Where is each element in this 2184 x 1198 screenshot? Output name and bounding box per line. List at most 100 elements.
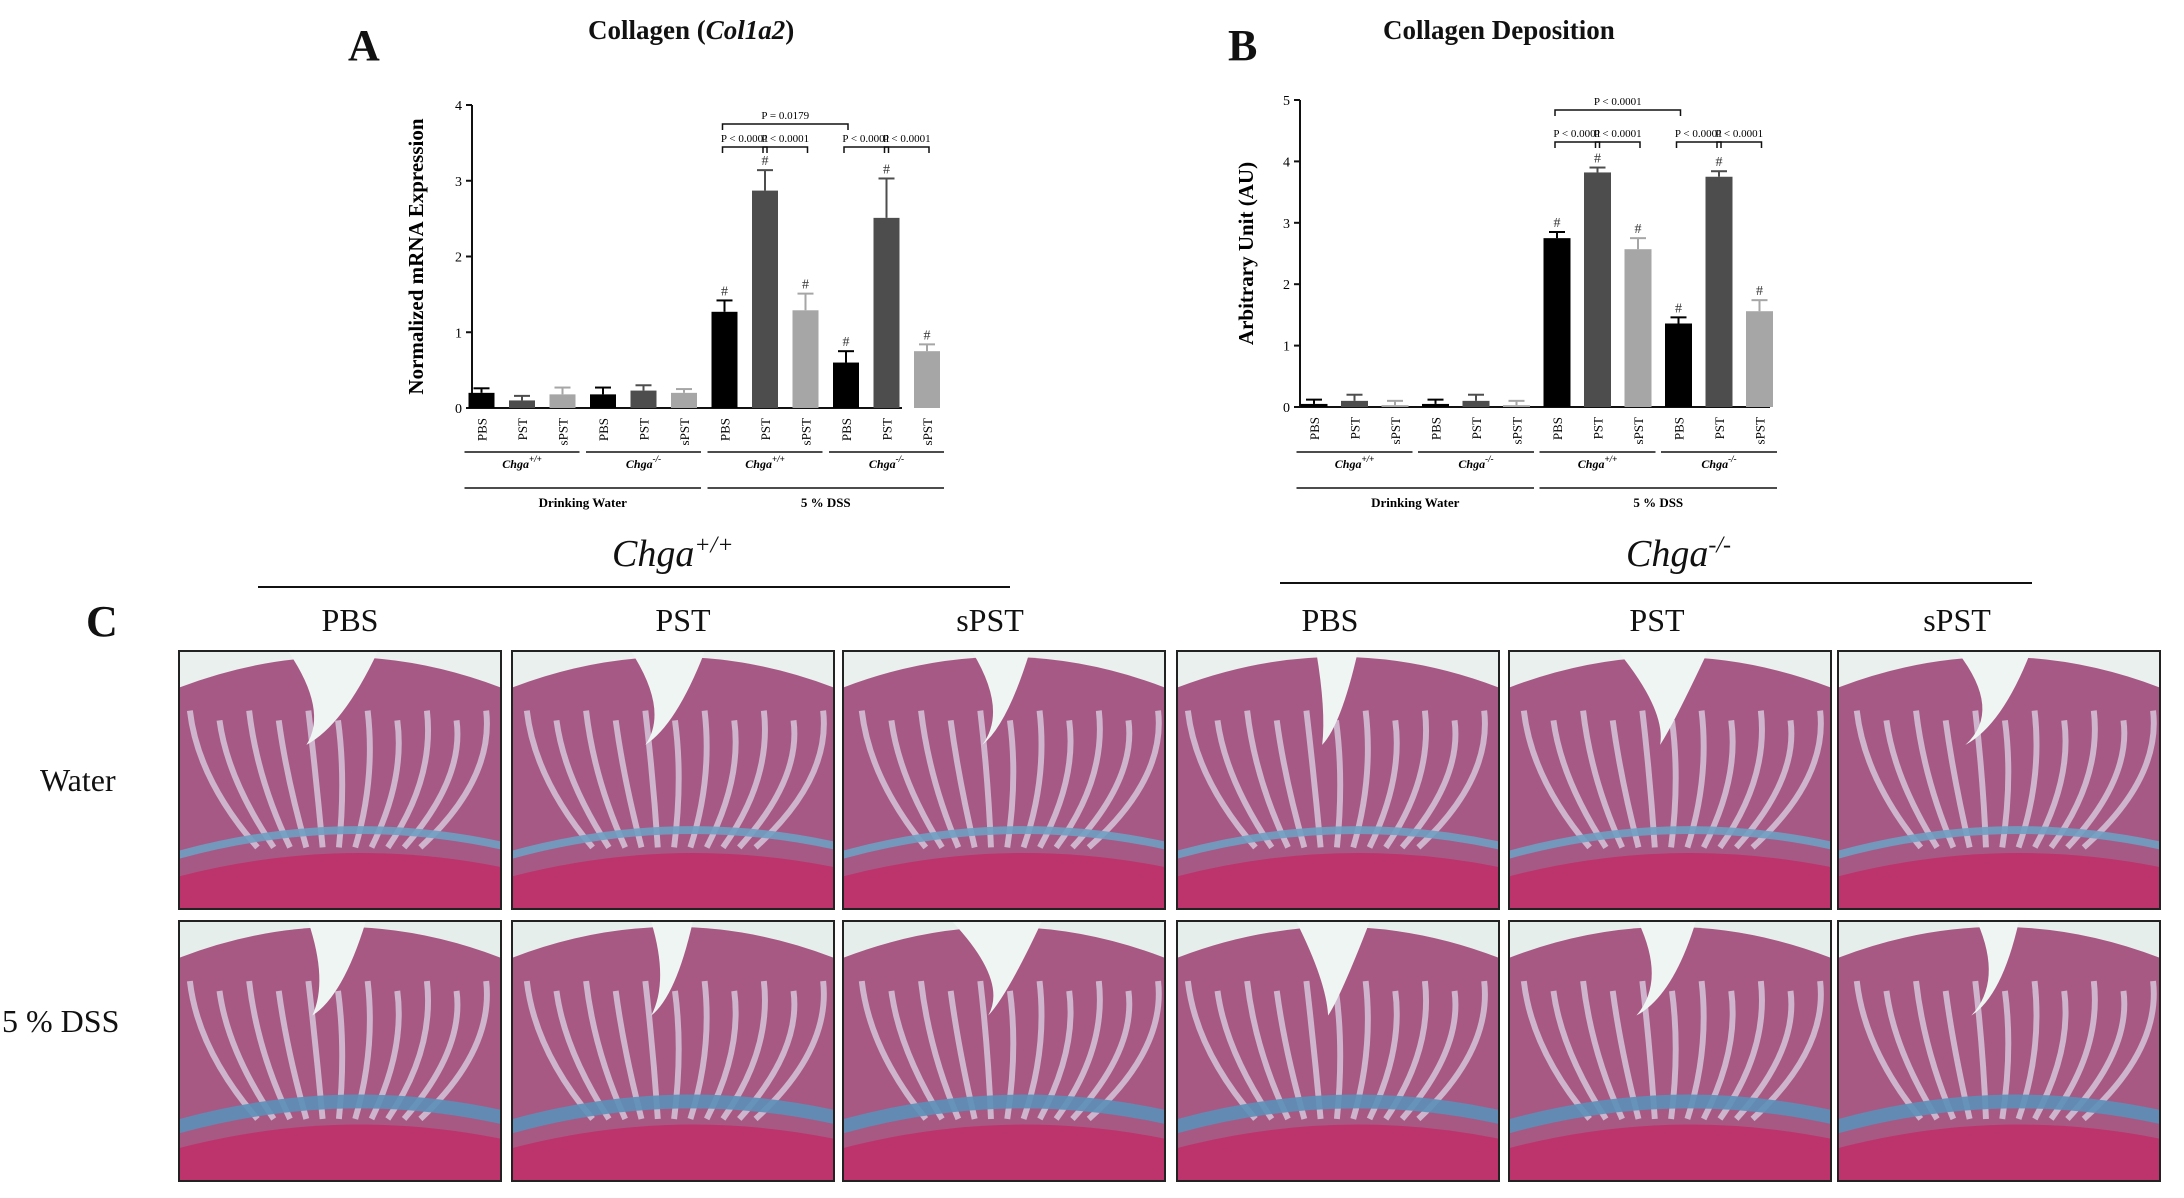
- micro-genotype-ko: Chga-/-: [1626, 532, 1732, 575]
- bar: [711, 311, 738, 408]
- bar: [1746, 311, 1773, 407]
- pvalue-label: P < 0.0001: [1594, 128, 1642, 140]
- bar: [1422, 403, 1449, 407]
- bar: [630, 390, 657, 408]
- x-category-label: sPST: [1631, 417, 1646, 445]
- pvalue-label: P < 0.0001: [761, 133, 809, 145]
- bar: [792, 310, 819, 408]
- significance-marker: #: [802, 278, 809, 293]
- x-category-label: PBS: [1429, 417, 1444, 440]
- genotype-group-label: Chga-/-: [626, 454, 661, 471]
- chart-b-title: Collagen Deposition: [1383, 15, 1615, 45]
- x-category-label: PBS: [1550, 417, 1565, 440]
- tissue-image: [1839, 652, 2159, 908]
- bar: [468, 392, 495, 408]
- bar: [1624, 249, 1652, 407]
- treatment-group-label: 5 % DSS: [1633, 495, 1683, 510]
- panel-c-letter: C: [86, 597, 118, 646]
- bar: [1300, 403, 1328, 407]
- chart-b: 0 1 2 3 4 5 Arbitrary Unit (AU) PBS PST sPST PBS PS…: [1234, 94, 1777, 510]
- treatment-group-label: Drinking Water: [539, 495, 627, 510]
- micrograph-water-wt-spst: [842, 650, 1166, 910]
- bar: [873, 217, 900, 408]
- bar: [1705, 176, 1733, 407]
- col-label-ko-pbs: PBS: [1301, 602, 1359, 638]
- pvalue-bracket: [1675, 141, 1722, 148]
- x-category-label: sPST: [1753, 417, 1768, 445]
- panel-b-letter: B: [1228, 21, 1258, 70]
- bar: [1341, 400, 1368, 407]
- x-category-label: PBS: [718, 418, 733, 441]
- x-category-label: PST: [1348, 417, 1363, 439]
- pvalue-label: P < 0.0001: [1553, 128, 1601, 140]
- pvalue-bracket: [1594, 141, 1641, 148]
- genotype-group-label: Chga+/+: [1578, 454, 1617, 471]
- pvalue-label: P < 0.0001: [1715, 128, 1763, 140]
- genotype-group-label: Chga-/-: [869, 454, 904, 471]
- pvalue-bracket: [721, 146, 768, 153]
- pvalue-label: P < 0.0001: [1594, 96, 1642, 108]
- bar: [752, 190, 778, 408]
- panel-a-letter: A: [348, 21, 380, 70]
- significance-marker: #: [1716, 155, 1723, 170]
- x-category-label: PST: [880, 418, 895, 440]
- bar: [914, 351, 940, 408]
- pvalue-bracket: [843, 146, 890, 153]
- tissue-image: [180, 652, 500, 908]
- x-category-label: sPST: [556, 418, 571, 446]
- micrograph-water-ko-pbs: [1176, 650, 1500, 910]
- significance-marker: #: [1675, 301, 1682, 316]
- row-label-water: Water: [40, 762, 116, 798]
- treatment-group-label: Drinking Water: [1371, 495, 1459, 510]
- pvalue-bracket: [883, 146, 930, 153]
- y-tick-label: 0: [1283, 401, 1290, 416]
- micrograph-dss-wt-spst: [842, 920, 1166, 1182]
- tissue-image: [180, 922, 500, 1180]
- pvalue-bracket: [721, 123, 849, 130]
- x-category-label: PBS: [839, 418, 854, 441]
- pvalue-bracket: [1716, 141, 1763, 148]
- y-tick-label: 1: [455, 326, 462, 341]
- tissue-image: [1839, 922, 2159, 1180]
- genotype-group-label: Chga+/+: [502, 454, 541, 471]
- x-category-label: sPST: [1388, 417, 1403, 445]
- y-tick-label: 5: [1283, 94, 1290, 109]
- pvalue-bracket: [762, 146, 809, 153]
- micrograph-dss-ko-pbs: [1176, 920, 1500, 1182]
- tissue-image: [1510, 652, 1830, 908]
- pvalue-bracket: [1554, 109, 1682, 116]
- treatment-group-label: 5 % DSS: [801, 495, 851, 510]
- x-category-label: PST: [758, 418, 773, 440]
- genotype-group-label: Chga+/+: [745, 454, 784, 471]
- genotype-wt-line: [258, 586, 1010, 588]
- x-category-label: PBS: [475, 418, 490, 441]
- tissue-image: [1510, 922, 1830, 1180]
- y-tick-label: 2: [455, 251, 462, 266]
- bar: [1543, 238, 1571, 407]
- significance-marker: #: [883, 162, 890, 177]
- bar: [590, 394, 616, 408]
- significance-marker: #: [721, 284, 728, 299]
- micrograph-water-ko-pst: [1508, 650, 1832, 910]
- micrograph-water-wt-pst: [511, 650, 835, 910]
- x-category-label: sPST: [677, 418, 692, 446]
- x-category-label: PST: [637, 418, 652, 440]
- x-category-label: sPST: [1510, 417, 1525, 445]
- y-tick-label: 3: [455, 175, 462, 190]
- col-label-ko-spst: sPST: [1923, 602, 1991, 638]
- bar: [1503, 405, 1530, 407]
- significance-marker: #: [924, 328, 931, 343]
- significance-marker: #: [762, 154, 769, 169]
- y-tick-label: 4: [455, 99, 462, 114]
- pvalue-label: P < 0.0001: [721, 133, 769, 145]
- tissue-image: [844, 652, 1164, 908]
- y-tick-label: 1: [1283, 340, 1290, 355]
- y-axis-label: Arbitrary Unit (AU): [1234, 162, 1258, 345]
- micrograph-dss-wt-pbs: [178, 920, 502, 1182]
- micrograph-water-ko-spst: [1837, 650, 2161, 910]
- bar: [1462, 400, 1490, 407]
- pvalue-label: P = 0.0179: [761, 110, 809, 122]
- chart-a: 0 1 2 3 4 Normalized mRNA Expression PBS PST sPS…: [404, 99, 944, 510]
- x-category-label: sPST: [920, 418, 935, 446]
- tissue-image: [513, 652, 833, 908]
